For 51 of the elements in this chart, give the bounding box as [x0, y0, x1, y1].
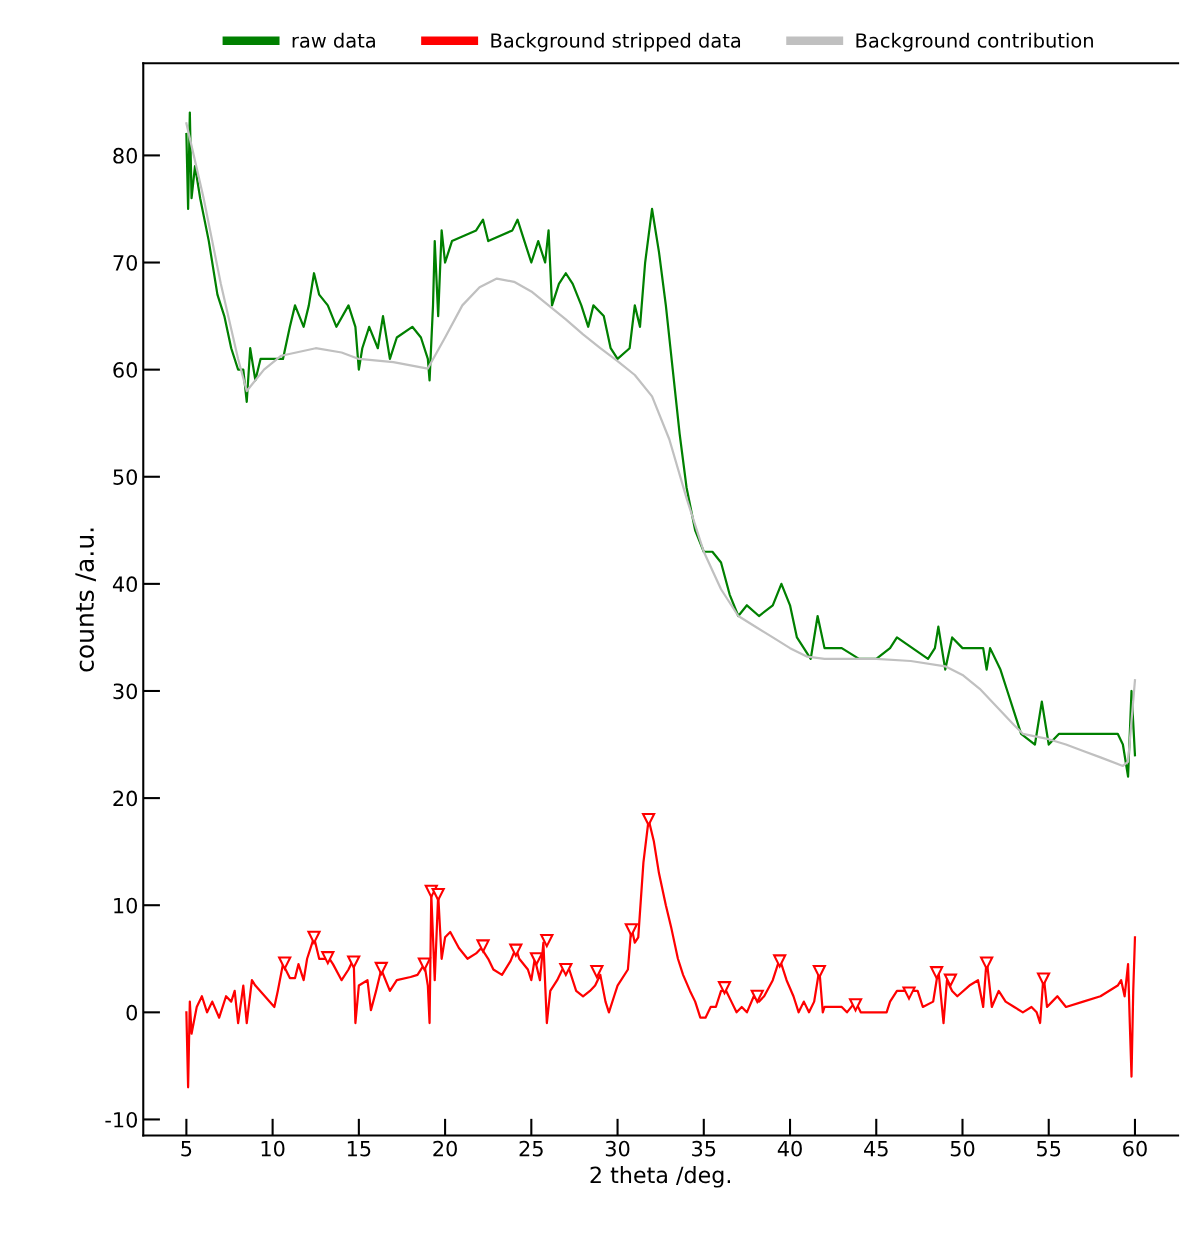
point [943, 973, 958, 987]
point [540, 933, 554, 948]
point [374, 961, 388, 976]
y-tick-label: 40 [112, 576, 138, 593]
y-tick-label: 50 [113, 469, 138, 485]
point [321, 951, 335, 965]
point [980, 956, 994, 970]
point [930, 966, 944, 980]
y-tick-label: 30 [113, 683, 138, 700]
point [529, 952, 544, 966]
x-tick-label: 5 [181, 1141, 192, 1157]
y-tick-label: 70 [113, 254, 138, 271]
point [642, 812, 656, 827]
point [624, 923, 638, 937]
point [476, 939, 490, 953]
x-tick-label: 50 [950, 1140, 975, 1157]
y-tick-label: 10 [114, 897, 138, 914]
x-tick-label: 30 [605, 1140, 630, 1157]
y-tick-label: 60 [113, 362, 138, 378]
point [590, 965, 604, 979]
x-tick-label: 35 [692, 1140, 716, 1157]
y-tick-label: 20 [113, 790, 138, 807]
point [307, 930, 321, 944]
point [773, 954, 787, 968]
point [347, 955, 361, 969]
point [509, 943, 523, 957]
y-tick-label: 0 [126, 1004, 138, 1021]
legend-label: Background contribution [856, 32, 1093, 52]
point [848, 998, 863, 1012]
x-axis-title: 2 theta /deg. [590, 1166, 731, 1188]
point [559, 962, 573, 977]
x-tick-label: 55 [1037, 1141, 1061, 1157]
y-tick-label: 80 [113, 147, 138, 164]
legend-label: raw data [292, 32, 375, 48]
point [278, 956, 292, 970]
point [902, 986, 916, 1000]
x-tick-label: 25 [519, 1140, 543, 1157]
x-tick-label: 60 [1123, 1140, 1147, 1157]
x-tick-label: 15 [347, 1141, 371, 1157]
y-axis-title: counts /a.u. [75, 528, 96, 672]
legend-label: Background stripped data [491, 32, 741, 52]
x-tick-label: 40 [777, 1140, 802, 1157]
y-tick-label: -10 [105, 1111, 138, 1128]
point [750, 989, 764, 1003]
point [431, 887, 445, 902]
point [717, 981, 732, 995]
x-tick-label: 45 [864, 1141, 888, 1157]
point [1036, 972, 1051, 986]
x-tick-label: 10 [261, 1140, 285, 1157]
point [417, 957, 431, 971]
x-tick-label: 20 [433, 1140, 457, 1157]
